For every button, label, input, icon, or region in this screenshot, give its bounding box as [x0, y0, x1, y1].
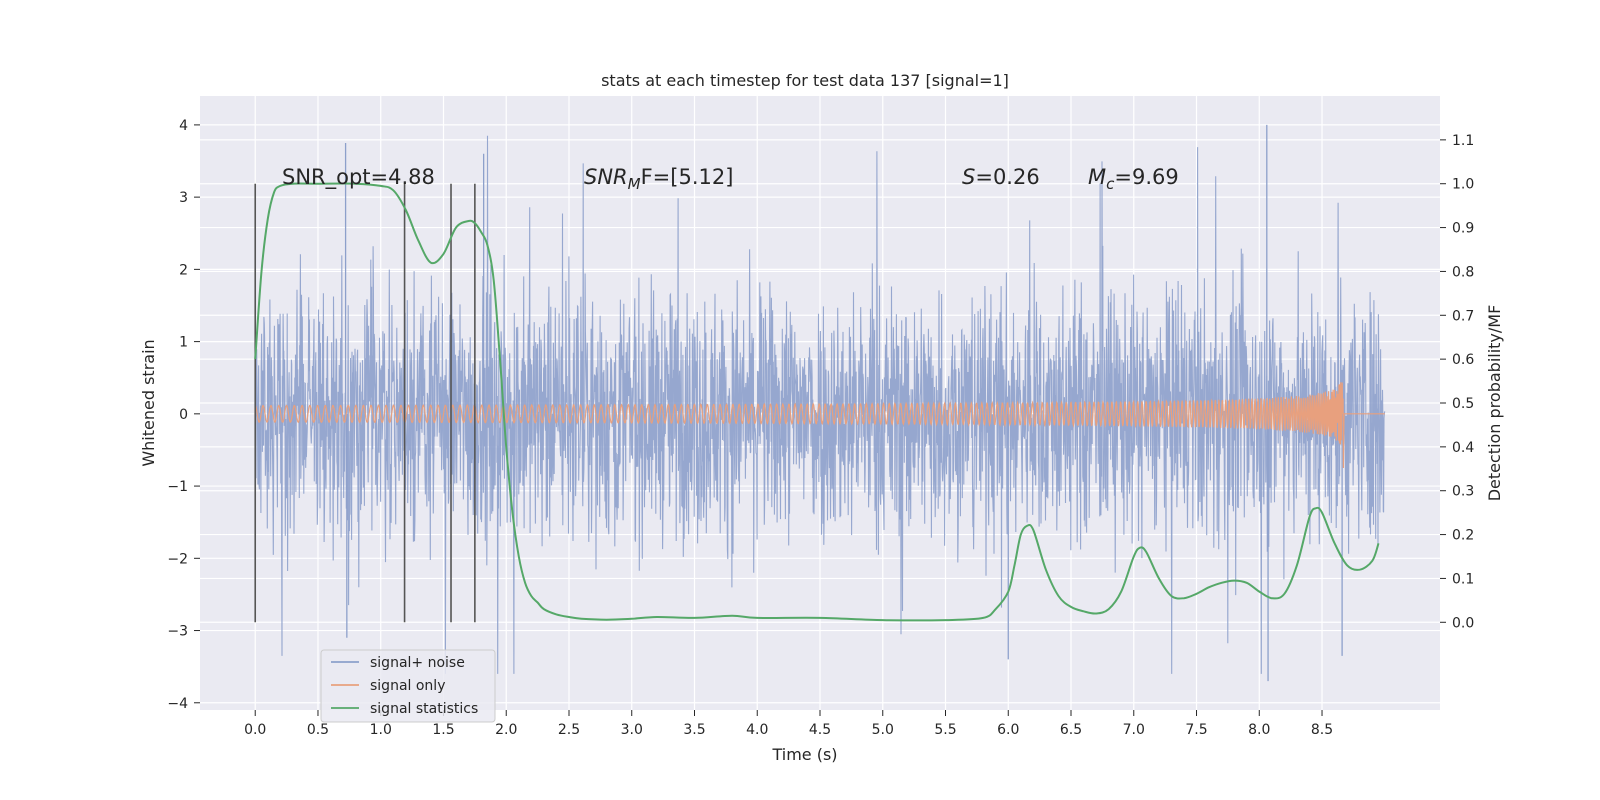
y-left-tick-label: 0: [179, 407, 188, 423]
y-right-tick-label: 0.4: [1452, 440, 1474, 456]
signal-plus-noise-line: [254, 135, 1386, 674]
x-tick-label: 7.5: [1185, 722, 1207, 738]
signal-statistics-series: [254, 182, 1380, 622]
annotation-s-label: S: [962, 165, 975, 189]
chart-title: stats at each timestep for test data 137…: [601, 71, 1009, 90]
legend-label-signal: signal only: [370, 678, 445, 694]
x-axis-ticks: 0.0 0.5 1.0 1.5 2.0 2.5 3.0 3.5 4.0 4.5 5.0 5.5 6.0 6…: [244, 710, 1333, 738]
annotation-mc-sub: c: [1106, 175, 1115, 193]
y-right-tick-label: 0.8: [1452, 264, 1474, 280]
y-right-tick-label: 0.0: [1452, 615, 1474, 631]
x-tick-label: 1.5: [432, 722, 454, 738]
x-tick-label: 0.0: [244, 722, 266, 738]
annotation-s-value: =0.26: [975, 165, 1039, 189]
y-right-tick-label: 0.5: [1452, 396, 1474, 412]
y-right-axis-label: Detection probability/MF: [1485, 305, 1504, 502]
signal-statistics-line: [254, 182, 1380, 622]
annotation-snr-mf-sub: M: [628, 175, 641, 193]
x-tick-label: 3.0: [621, 722, 643, 738]
x-tick-label: 6.0: [997, 722, 1019, 738]
x-tick-label: 2.5: [558, 722, 580, 738]
x-axis-label: Time (s): [771, 745, 837, 764]
annotation-snr-mf-prefix: SNR: [584, 165, 628, 189]
x-tick-label: 0.5: [307, 722, 329, 738]
legend-label-stats: signal statistics: [370, 701, 478, 717]
annotation-snr-mf-suffix: F=[5.12]: [641, 165, 734, 189]
y-right-tick-label: 0.6: [1452, 352, 1474, 368]
x-tick-label: 6.5: [1060, 722, 1082, 738]
x-tick-label: 2.0: [495, 722, 517, 738]
y-right-tick-label: 1.1: [1452, 133, 1474, 149]
signal-only-line: [254, 382, 1385, 469]
vertical-lines: [254, 183, 476, 623]
annotation-snr-mf: SNRMF=[5.12]: [584, 165, 733, 193]
x-tick-label: 5.5: [934, 722, 956, 738]
y-right-tick-label: 0.2: [1452, 528, 1474, 544]
y-left-axis-label: Whitened strain: [139, 339, 158, 466]
annotation-mc-value: =9.69: [1114, 165, 1178, 189]
x-tick-label: 3.5: [683, 722, 705, 738]
y-right-tick-label: 0.1: [1452, 571, 1474, 587]
y-right-tick-label: 0.9: [1452, 221, 1474, 237]
x-tick-label: 4.5: [809, 722, 831, 738]
y-left-tick-label: 4: [179, 118, 188, 134]
signal-only-series: [254, 382, 1385, 469]
annotation-mc: Mc=9.69: [1088, 165, 1179, 193]
legend: signal+ noise signal only signal statist…: [320, 649, 496, 723]
y-right-tick-label: 0.3: [1452, 484, 1474, 500]
legend-label-noise: signal+ noise: [370, 655, 465, 671]
y-right-axis-ticks: 0.0 0.1 0.2 0.3 0.4 0.5 0.6 0.7 0.8 0.9 1.0 1.1: [1440, 133, 1474, 631]
y-left-tick-label: 2: [179, 262, 188, 278]
annotation-snr-opt: SNR_opt=4.88: [282, 165, 435, 190]
x-tick-label: 8.0: [1248, 722, 1270, 738]
annotation-s: S=0.26: [962, 165, 1040, 189]
y-left-tick-label: −1: [167, 479, 188, 495]
x-tick-label: 8.5: [1311, 722, 1333, 738]
y-right-tick-label: 1.0: [1452, 177, 1474, 193]
x-tick-label: 4.0: [746, 722, 768, 738]
legend-box: [320, 649, 496, 723]
y-left-tick-label: −2: [167, 551, 188, 567]
annotation-mc-label: M: [1088, 165, 1106, 189]
y-left-tick-label: −4: [167, 696, 188, 712]
signal-plus-noise-series: [254, 124, 1386, 682]
y-right-tick-label: 0.7: [1452, 308, 1474, 324]
y-left-tick-label: 3: [179, 190, 188, 206]
x-tick-label: 5.0: [872, 722, 894, 738]
x-tick-label: 7.0: [1123, 722, 1145, 738]
y-left-tick-label: 1: [179, 335, 188, 351]
x-tick-label: 1.0: [370, 722, 392, 738]
y-left-tick-label: −3: [167, 624, 188, 640]
y-left-axis-ticks: −4 −3 −2 −1 0 1 2 3 4: [167, 118, 200, 712]
